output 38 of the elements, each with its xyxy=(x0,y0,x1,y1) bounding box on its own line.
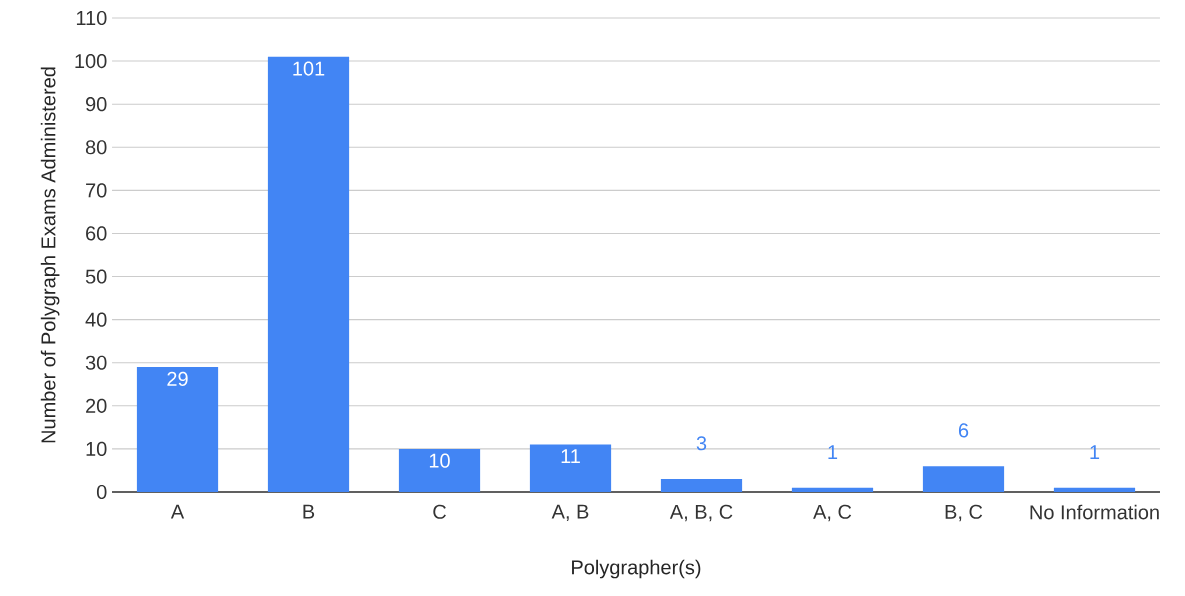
bar xyxy=(922,466,1005,492)
bar xyxy=(398,448,481,492)
x-tick-label: A, B xyxy=(551,504,589,522)
data-label: 101 xyxy=(293,61,325,76)
data-label: 1 xyxy=(1090,445,1100,459)
data-label: 6 xyxy=(958,423,969,438)
y-tick-label: 110 xyxy=(76,10,107,26)
bar xyxy=(1053,487,1136,492)
bar xyxy=(267,56,350,492)
x-tick-label: A, C xyxy=(813,504,852,522)
y-axis-title: Number of Polygraph Exams Administered xyxy=(40,67,60,443)
x-tick-label: A xyxy=(170,504,185,519)
bar xyxy=(660,479,743,492)
bar xyxy=(136,367,219,492)
y-tick-label: 10 xyxy=(86,441,107,456)
y-tick-label: 50 xyxy=(85,269,107,284)
data-label: 29 xyxy=(167,371,188,386)
data-label: 10 xyxy=(429,453,450,468)
x-tick-label: B xyxy=(303,504,315,519)
x-axis-title: Polygrapher(s) xyxy=(572,559,701,579)
x-tick-label: C xyxy=(433,504,446,519)
y-tick-label: 20 xyxy=(86,398,107,413)
data-label: 3 xyxy=(696,436,707,451)
bar xyxy=(791,487,874,492)
x-tick-label: B, C xyxy=(945,504,983,522)
bar xyxy=(529,444,612,492)
y-tick-label: 100 xyxy=(75,54,107,69)
data-label: 11 xyxy=(561,449,580,464)
x-tick-label: No Information xyxy=(1030,504,1159,520)
x-tick-label: A, B, C xyxy=(669,504,733,522)
y-tick-label: 0 xyxy=(96,484,107,500)
y-tick-label: 30 xyxy=(85,355,107,370)
data-label: 1 xyxy=(828,445,838,459)
y-tick-label: 70 xyxy=(86,183,107,198)
y-tick-label: 40 xyxy=(85,312,107,327)
y-tick-label: 80 xyxy=(85,140,107,155)
y-tick-label: 60 xyxy=(86,226,107,241)
y-tick-label: 90 xyxy=(86,97,107,112)
